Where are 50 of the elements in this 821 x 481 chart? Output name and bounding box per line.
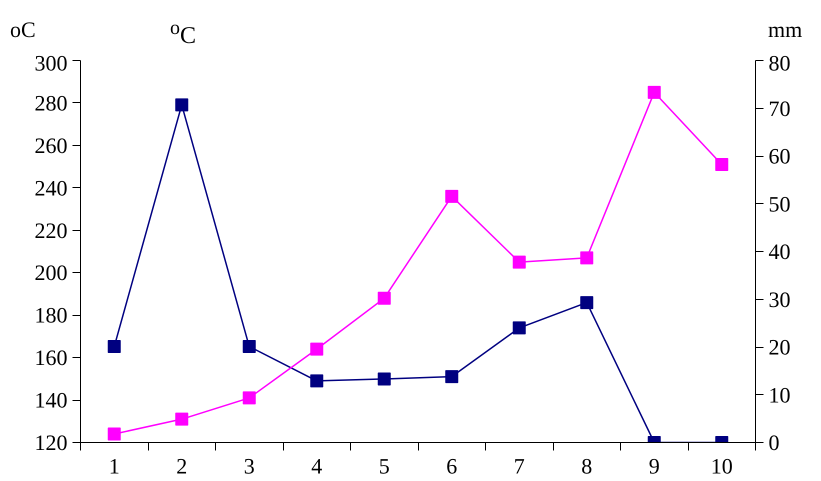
point bbox=[310, 374, 324, 388]
y2-tick-label: 80 bbox=[768, 50, 790, 76]
x-tick-label: 6 bbox=[446, 454, 458, 478]
y-tick-label: 240 bbox=[34, 175, 68, 200]
point bbox=[580, 296, 594, 310]
point bbox=[445, 370, 458, 384]
x-tick-label: 2 bbox=[176, 454, 188, 478]
y-tick-label: 300 bbox=[34, 50, 68, 76]
y2-tick-label: 50 bbox=[768, 191, 790, 216]
y2-tick-label: 10 bbox=[768, 382, 790, 408]
y2-axis-title: mm bbox=[768, 16, 802, 44]
text: $^{o}$C bbox=[170, 16, 196, 51]
y-axis-title: oC bbox=[10, 16, 36, 44]
point bbox=[715, 158, 728, 171]
x-tick-label: 3 bbox=[244, 454, 255, 478]
point bbox=[512, 256, 526, 269]
point bbox=[242, 340, 256, 354]
x-tick-label: 8 bbox=[581, 454, 592, 478]
point bbox=[580, 251, 594, 264]
point bbox=[648, 86, 661, 99]
y2-tick-label: 40 bbox=[768, 239, 790, 264]
y2-tick-label: 30 bbox=[768, 286, 790, 312]
x-tick-label: 4 bbox=[311, 454, 322, 478]
y-tick-label: 160 bbox=[34, 345, 68, 370]
point bbox=[378, 372, 391, 386]
y-tick-label: 280 bbox=[34, 90, 68, 116]
x-tick-label: 1 bbox=[108, 454, 120, 478]
x-tick-label: 9 bbox=[648, 454, 660, 478]
x-tick-label: 7 bbox=[514, 454, 525, 478]
y-tick-label: 180 bbox=[34, 302, 68, 328]
x-tick-label: 10 bbox=[710, 454, 733, 478]
y2-tick-label: 70 bbox=[768, 96, 790, 121]
point bbox=[378, 292, 391, 305]
y-tick-label: 260 bbox=[34, 132, 68, 158]
y-tick-label: 140 bbox=[34, 388, 68, 413]
y-tick-label: 220 bbox=[34, 218, 68, 243]
point bbox=[242, 391, 256, 404]
point bbox=[108, 340, 121, 354]
y-tick-label: 120 bbox=[34, 430, 68, 455]
y2-tick-label: 0 bbox=[768, 430, 780, 455]
y2-tick-label: 60 bbox=[768, 144, 790, 168]
x-tick-label: 5 bbox=[378, 454, 390, 478]
y-tick-label: 200 bbox=[34, 260, 68, 286]
point bbox=[108, 428, 121, 441]
point bbox=[175, 98, 188, 112]
point bbox=[445, 190, 458, 203]
point bbox=[512, 321, 526, 334]
y2-tick-label: 20 bbox=[768, 334, 790, 360]
point bbox=[310, 342, 324, 356]
point bbox=[175, 412, 188, 426]
